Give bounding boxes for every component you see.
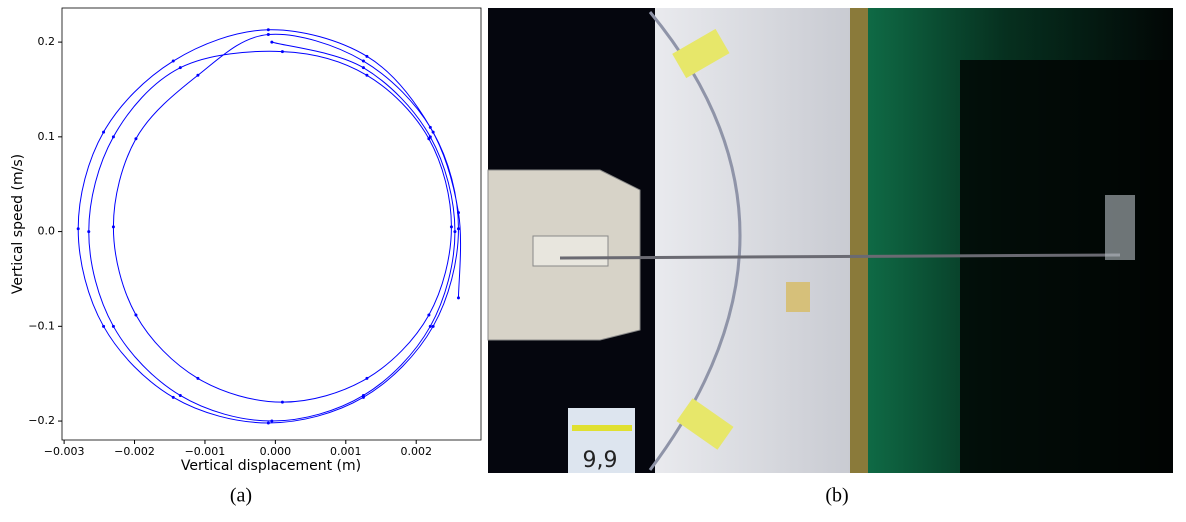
point	[112, 135, 115, 138]
point	[179, 66, 182, 69]
point	[450, 225, 453, 228]
point	[432, 131, 435, 134]
point	[365, 55, 368, 58]
point	[196, 377, 199, 380]
x-tick-label: 0.002	[400, 445, 432, 458]
x-tick-label: 0.001	[330, 445, 362, 458]
axes-frame	[62, 8, 481, 440]
x-tick-label: −0.001	[185, 445, 226, 458]
trajectory	[78, 30, 460, 423]
x-tick-label: 0.000	[260, 445, 292, 458]
y-axis-label: Vertical speed (m/s)	[10, 154, 26, 294]
point	[102, 131, 105, 134]
point	[457, 227, 460, 230]
point	[362, 60, 365, 63]
point	[134, 313, 137, 316]
point	[179, 394, 182, 397]
point	[77, 227, 80, 230]
y-tick-label: 0.2	[38, 35, 56, 48]
point	[281, 50, 284, 53]
point	[267, 33, 270, 36]
caption: (a)	[230, 485, 252, 507]
point	[134, 137, 137, 140]
point	[172, 60, 175, 63]
point	[362, 66, 365, 69]
caption: (b)	[825, 485, 848, 507]
point	[453, 230, 456, 233]
point	[432, 325, 435, 328]
point	[427, 313, 430, 316]
y-tick-label: 0.0	[38, 225, 56, 238]
photo: 9,9	[488, 8, 1173, 473]
point	[429, 325, 432, 328]
point	[87, 230, 90, 233]
point	[429, 126, 432, 129]
screen-text: 9,9	[583, 448, 618, 473]
x-axis-label: Vertical displacement (m)	[181, 458, 361, 474]
point	[102, 325, 105, 328]
x-tick-label: −0.003	[44, 445, 85, 458]
point	[267, 28, 270, 31]
x-tick-label: −0.002	[114, 445, 155, 458]
point	[270, 420, 273, 423]
y-tick-label: 0.1	[38, 130, 56, 143]
point	[112, 225, 115, 228]
point	[112, 325, 115, 328]
point	[427, 137, 430, 140]
point	[172, 396, 175, 399]
point	[457, 296, 460, 299]
figure: Vertical displacement (m) Vertical speed…	[0, 0, 1186, 518]
y-tick-label: −0.1	[28, 319, 55, 332]
point	[281, 401, 284, 404]
point	[457, 211, 460, 214]
point	[196, 74, 199, 77]
point	[365, 74, 368, 77]
point	[365, 377, 368, 380]
point	[270, 41, 273, 44]
point	[267, 421, 270, 424]
point	[362, 396, 365, 399]
y-tick-label: −0.2	[28, 414, 55, 427]
